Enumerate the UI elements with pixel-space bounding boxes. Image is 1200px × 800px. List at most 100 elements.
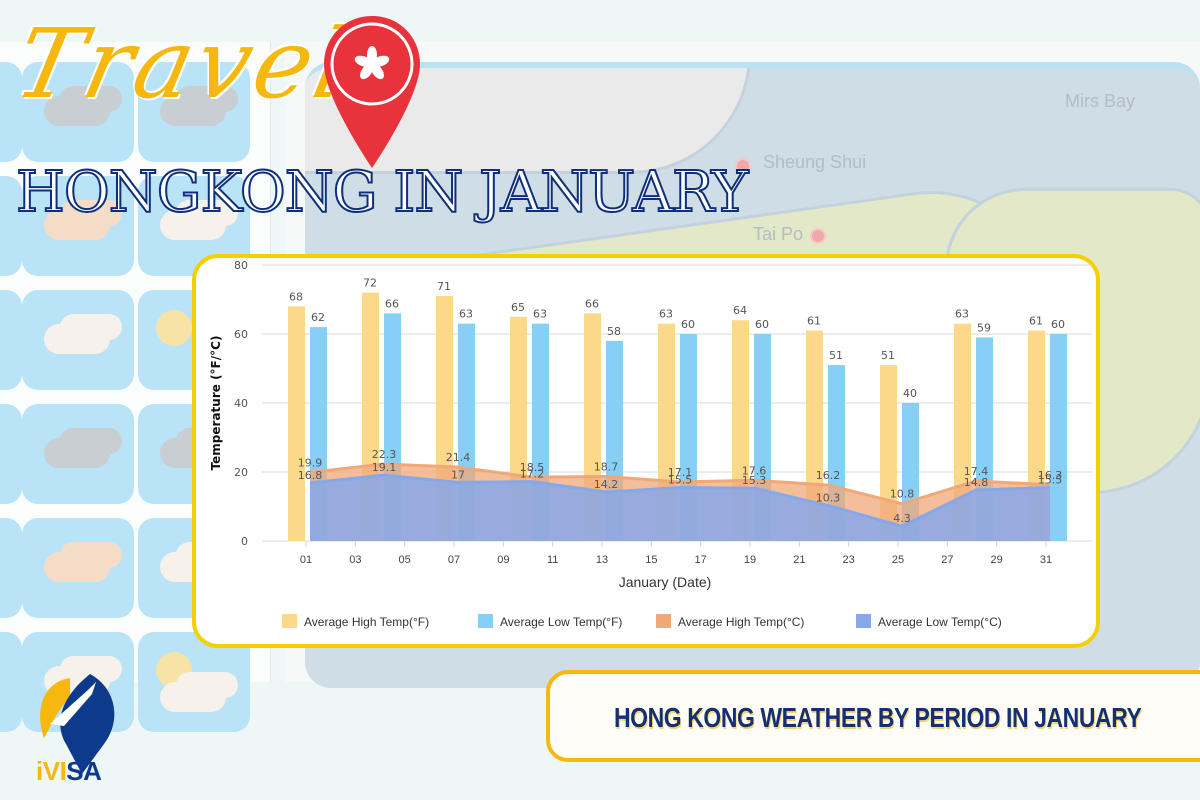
- data-label-low-c: 4.3: [893, 512, 911, 525]
- data-label-high-f: 63: [659, 308, 673, 321]
- weather-tile: [138, 632, 250, 732]
- cloud-icon: [44, 210, 110, 240]
- weather-tile: [22, 290, 134, 390]
- data-label-high-f: 61: [1029, 315, 1043, 328]
- data-label-high-c: 18.7: [594, 460, 619, 473]
- y-tick-label: 80: [234, 259, 248, 272]
- data-label-low-c: 14.8: [964, 476, 989, 489]
- logo-text: iVISA: [36, 756, 102, 786]
- data-label-high-c: 18.5: [520, 461, 545, 474]
- chart-card: 0 20 40 60 80 Temperature (°F/°C) 01 03 05 07 09 11…: [192, 254, 1100, 648]
- x-tick-label: 19: [744, 554, 756, 566]
- legend-label: Average Low Temp(°F): [500, 615, 622, 629]
- weather-tile: [0, 404, 22, 504]
- data-label-low-c: 17.2: [520, 468, 545, 481]
- line-avg-high-c: [309, 462, 1051, 506]
- weather-tile: [138, 62, 250, 162]
- data-label-high-c: 10.8: [890, 488, 915, 501]
- airplane-icon: [50, 682, 96, 726]
- map-label-mirs-bay: Mirs Bay: [1065, 91, 1136, 111]
- data-label-high-f: 68: [289, 290, 303, 303]
- legend-label: Average High Temp(°C): [678, 615, 804, 629]
- y-axis-label: Temperature (°F/°C): [209, 336, 223, 471]
- cloud-icon: [160, 210, 226, 240]
- data-label-high-c: 16.2: [816, 469, 841, 482]
- data-label-low-c: 14.2: [594, 478, 619, 491]
- data-label-low-f: 60: [755, 318, 769, 331]
- weather-tile: [0, 290, 22, 390]
- main-title: HONGKONG IN JANUARY: [15, 159, 749, 226]
- caption-box: HONG KONG WEATHER BY PERIOD IN JANUARY: [546, 670, 1200, 762]
- data-label-low-f: 63: [459, 308, 473, 321]
- x-tick-label: 09: [497, 554, 509, 566]
- data-label-low-f: 60: [1051, 318, 1065, 331]
- data-label-low-f: 66: [385, 297, 399, 310]
- data-label-low-f: 62: [311, 311, 325, 324]
- data-label-high-c: 16.3: [1038, 469, 1063, 482]
- cloud-icon: [160, 682, 226, 712]
- data-label-high-c: 17.1: [668, 466, 693, 479]
- legend-label: Average Low Temp(°C): [878, 615, 1002, 629]
- x-tick-label: 13: [596, 554, 608, 566]
- cloud-icon: [44, 324, 110, 354]
- weather-tile: [0, 632, 22, 732]
- legend-swatch: [282, 614, 297, 628]
- map-label-tai-po: Tai Po: [753, 224, 804, 244]
- data-label-low-f: 40: [903, 387, 917, 400]
- x-tick-label: 21: [793, 554, 805, 566]
- data-label-high-f: 66: [585, 297, 599, 310]
- script-title: Travel: [6, 8, 363, 120]
- x-tick-label: 29: [991, 554, 1003, 566]
- x-axis-label: January (Date): [619, 574, 712, 590]
- background-weather-tiles: [0, 42, 271, 732]
- bauhinia-flower-icon: [354, 46, 390, 80]
- legend-swatch: [856, 614, 871, 628]
- y-tick-label: 40: [234, 397, 248, 410]
- data-label-low-c: 15.5: [1038, 474, 1063, 487]
- weather-tile: [0, 176, 22, 276]
- data-label-low-c: 16.8: [298, 469, 323, 482]
- data-label-low-f: 60: [681, 318, 695, 331]
- data-label-high-c: 19.9: [298, 456, 323, 469]
- y-tick-label: 0: [241, 535, 248, 548]
- cloud-icon: [44, 96, 110, 126]
- line-avg-low-c: [309, 473, 1051, 528]
- data-label-high-f: 61: [807, 315, 821, 328]
- bar-avg-high-f: [880, 365, 897, 541]
- temperature-chart: 0 20 40 60 80 Temperature (°F/°C) 01 03 05 07 09 11…: [209, 259, 1092, 629]
- data-label-low-c: 10.3: [816, 491, 841, 504]
- bar-avg-low-f: [1050, 334, 1067, 541]
- data-label-high-f: 65: [511, 301, 525, 314]
- x-tick-label: 11: [547, 554, 558, 566]
- data-label-high-f: 72: [363, 277, 377, 290]
- caption-text: HONG KONG WEATHER BY PERIOD IN JANUARY: [614, 702, 1142, 733]
- data-label-high-f: 64: [733, 304, 747, 317]
- x-tick-label: 05: [399, 554, 411, 566]
- weather-tile: [0, 62, 22, 162]
- map-location-dot: [735, 158, 751, 174]
- data-label-high-f: 51: [881, 349, 895, 362]
- legend-swatch: [478, 614, 493, 628]
- x-tick-label: 17: [695, 554, 707, 566]
- x-tick-label: 07: [448, 554, 460, 566]
- thunderstorm-icon: [44, 438, 110, 468]
- data-label-high-c: 21.4: [446, 451, 471, 464]
- x-tick-label: 15: [645, 554, 657, 566]
- data-label-high-f: 71: [437, 280, 451, 293]
- cloud-icon: [160, 96, 226, 126]
- weather-tile: [22, 518, 134, 618]
- x-tick-label: 25: [892, 554, 904, 566]
- data-label-high-c: 22.3: [372, 448, 397, 461]
- data-label-low-c: 15.3: [742, 474, 767, 487]
- bar-avg-high-f: [288, 306, 305, 541]
- data-label-high-f: 63: [955, 308, 969, 321]
- weather-tile: [22, 176, 134, 276]
- sun-icon: [156, 310, 192, 346]
- weather-tile: [0, 518, 22, 618]
- weather-tile: [22, 62, 134, 162]
- x-tick-label: 03: [349, 554, 361, 566]
- x-tick-label: 31: [1040, 554, 1052, 566]
- data-label-low-f: 63: [533, 308, 547, 321]
- data-label-low-c: 17: [451, 468, 465, 481]
- map-label-sheung-shui: Sheung Shui: [763, 152, 867, 172]
